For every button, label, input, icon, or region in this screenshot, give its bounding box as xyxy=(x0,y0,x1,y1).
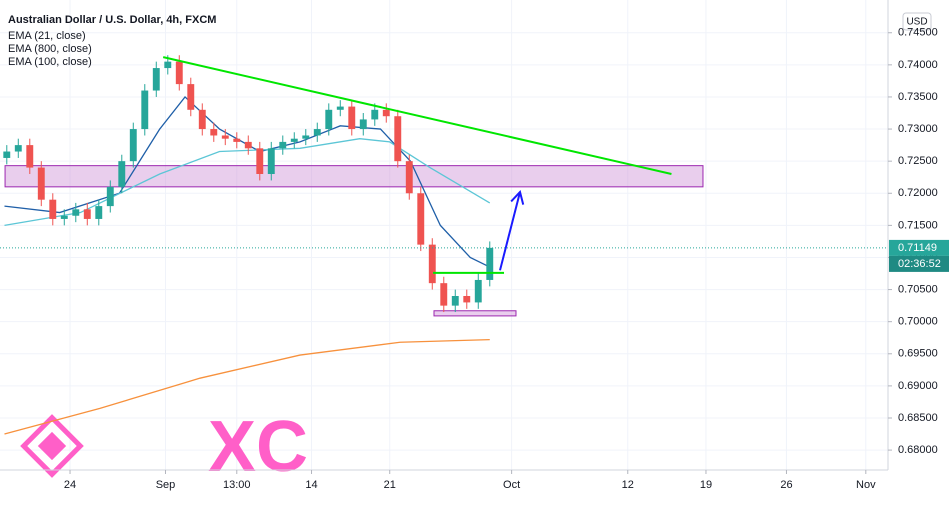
candle-body xyxy=(428,244,436,284)
candle-body xyxy=(382,109,390,117)
chart-title: Australian Dollar / U.S. Dollar, 4h, FXC… xyxy=(8,14,216,26)
candle-body xyxy=(336,106,344,110)
y-tick-label: 0.70500 xyxy=(898,283,938,295)
candle-body xyxy=(417,193,425,245)
candle-body xyxy=(164,61,172,69)
y-tick-label: 0.73000 xyxy=(898,123,938,135)
plot xyxy=(0,55,888,435)
y-tick-label: 0.74000 xyxy=(898,59,938,71)
candle-body xyxy=(175,61,183,85)
candle-body xyxy=(359,119,367,130)
candle-body xyxy=(95,206,103,219)
candle-body xyxy=(267,148,275,175)
candle-body xyxy=(325,109,333,130)
arrow-head xyxy=(510,189,525,205)
candle-body xyxy=(244,141,252,149)
candle-body xyxy=(256,148,264,175)
candle-body xyxy=(371,109,379,120)
candle-body xyxy=(394,116,402,162)
x-tick-label: Oct xyxy=(503,479,520,491)
candle-body xyxy=(279,141,287,149)
countdown: 02:36:52 xyxy=(898,258,941,270)
legend-entry[interactable]: EMA (800, close) xyxy=(8,43,92,55)
candle-body xyxy=(221,135,229,139)
candle-body xyxy=(313,129,321,136)
y-tick-label: 0.71500 xyxy=(898,219,938,231)
x-tick-label: Sep xyxy=(156,479,176,491)
candle-body xyxy=(49,199,57,219)
candle-body xyxy=(152,68,160,91)
y-tick-label: 0.69000 xyxy=(898,380,938,392)
candle-body xyxy=(348,106,356,130)
candle-body xyxy=(14,145,22,152)
legend-entry[interactable]: EMA (100, close) xyxy=(8,56,92,68)
zone xyxy=(433,310,517,317)
x-tick-label: 26 xyxy=(780,479,792,491)
y-tick-label: 0.69500 xyxy=(898,348,938,360)
x-tick-label: 14 xyxy=(305,479,317,491)
candle-body xyxy=(198,109,206,130)
y-tick-label: 0.70000 xyxy=(898,316,938,328)
candle-body xyxy=(141,90,149,130)
candle-body xyxy=(60,215,68,219)
candle-body xyxy=(72,209,80,216)
zone xyxy=(4,165,704,188)
last-price-box xyxy=(889,239,949,256)
y-tick-label: 0.72500 xyxy=(898,155,938,167)
candle-body xyxy=(26,145,34,168)
x-tick-label: Nov xyxy=(856,479,876,491)
trendline xyxy=(162,56,672,175)
candle-body xyxy=(129,129,137,162)
y-tick-label: 0.68500 xyxy=(898,412,938,424)
watermark-text: XC xyxy=(208,407,308,487)
candle-body xyxy=(440,283,448,306)
candle-body xyxy=(451,295,459,306)
candle-body xyxy=(210,129,218,136)
x-tick-label: 19 xyxy=(700,479,712,491)
candle-body xyxy=(187,84,195,110)
candle-body xyxy=(474,279,482,303)
last-price-label: 0.71149 xyxy=(898,242,937,254)
arrow xyxy=(499,191,521,271)
candle-body xyxy=(463,295,471,303)
countdown-box xyxy=(889,255,949,272)
legend-entry[interactable]: EMA (21, close) xyxy=(8,30,86,42)
candle-body xyxy=(302,135,310,139)
candle-body xyxy=(233,138,241,142)
candle-body xyxy=(405,161,413,194)
y-tick-label: 0.68000 xyxy=(898,444,938,456)
candle-body xyxy=(37,167,45,200)
currency: USD xyxy=(906,17,927,28)
x-tick-label: 13:00 xyxy=(223,479,251,491)
candle-body xyxy=(3,151,11,158)
ema-line xyxy=(4,339,490,435)
currency-box[interactable] xyxy=(902,12,932,31)
y-tick-label: 0.73500 xyxy=(898,91,938,103)
candle-body xyxy=(290,138,298,142)
candle-body xyxy=(83,209,91,219)
candle-body xyxy=(486,247,494,280)
y-tick-label: 0.74500 xyxy=(898,27,938,39)
x-tick-label: 24 xyxy=(64,479,76,491)
x-tick-label: 12 xyxy=(622,479,634,491)
candle-body xyxy=(106,186,114,207)
y-tick-label: 0.72000 xyxy=(898,187,938,199)
x-tick-label: 21 xyxy=(384,479,396,491)
candle-body xyxy=(118,161,126,187)
